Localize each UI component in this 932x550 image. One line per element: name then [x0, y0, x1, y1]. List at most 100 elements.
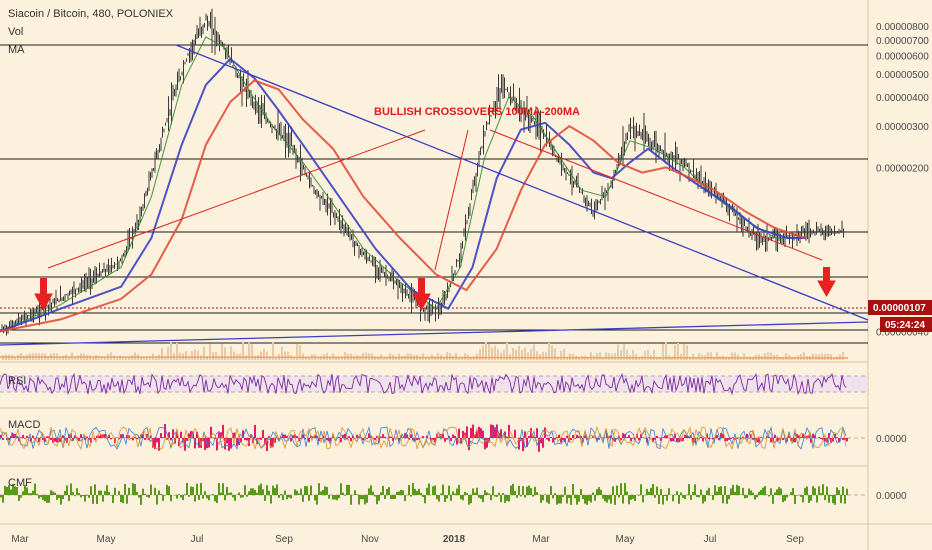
volume-bar	[527, 352, 529, 360]
cmf-bar	[442, 484, 444, 495]
rsi-legend[interactable]: RSI	[8, 375, 26, 387]
cmf-bar	[60, 495, 62, 505]
price-tag: 0.00000107	[868, 300, 932, 315]
volume-bar	[461, 356, 463, 360]
macd-bar	[228, 438, 230, 451]
macd-bar	[108, 434, 110, 438]
macd-bar	[74, 435, 76, 438]
macd-bar	[794, 438, 796, 443]
cmf-bar	[668, 488, 670, 495]
macd-bar	[500, 429, 502, 438]
cmf-bar	[722, 495, 724, 504]
cmf-bar	[62, 495, 64, 500]
volume-bar	[362, 353, 364, 360]
macd-line-1	[0, 425, 847, 450]
cmf-bar	[424, 495, 426, 504]
volume-bar	[470, 357, 472, 360]
macd-bar	[284, 434, 286, 438]
macd-bar	[326, 438, 328, 441]
volume-bar	[623, 343, 625, 360]
macd-bar	[828, 433, 830, 438]
cmf-bar	[590, 495, 592, 503]
cmf-bar	[154, 487, 156, 495]
volume-bar	[92, 357, 94, 360]
trendlines[interactable]	[0, 44, 869, 346]
macd-bar	[230, 438, 232, 449]
annotation-line-3[interactable]	[489, 129, 823, 261]
volume-bar	[170, 342, 172, 360]
volume-bar	[269, 356, 271, 360]
cmf-bar	[422, 495, 424, 497]
macd-bar	[822, 438, 824, 440]
cmf-bar	[816, 495, 818, 503]
volume-bar	[344, 352, 346, 360]
cmf-bar	[10, 489, 12, 495]
volume-bar	[233, 351, 235, 360]
cmf-bar	[344, 495, 346, 496]
cmf-bar	[176, 495, 178, 499]
volume-bar	[632, 349, 634, 360]
macd-bar	[740, 438, 742, 440]
macd-bar	[406, 434, 408, 438]
cmf-bar	[728, 495, 730, 500]
cmf-bar	[786, 495, 788, 498]
macd-bar	[204, 438, 206, 451]
cmf-bar	[306, 486, 308, 495]
volume-bar	[518, 345, 520, 360]
cmf-bar	[804, 487, 806, 495]
volume-legend[interactable]: Vol	[8, 26, 23, 38]
annotation-line-2[interactable]	[434, 129, 469, 271]
cmf-legend[interactable]: CMF	[8, 477, 32, 489]
cmf-bar	[168, 486, 170, 495]
cmf-bar	[90, 486, 92, 495]
cmf-bar	[310, 485, 312, 495]
macd-bar	[686, 435, 688, 438]
macd-series	[0, 424, 848, 452]
price-axis[interactable]: 0.00000800 0.00000700 0.00000600 0.00000500…	[876, 22, 929, 338]
macd-bar	[692, 438, 694, 443]
cmf-bar	[532, 495, 534, 497]
macd-bar	[570, 438, 572, 441]
macd-legend[interactable]: MACD	[8, 419, 40, 431]
annotation-line-1[interactable]	[47, 129, 426, 269]
volume-bar	[662, 343, 664, 360]
volume-bar	[689, 357, 691, 360]
cmf-bar	[142, 488, 144, 495]
volume-bar	[608, 353, 610, 360]
ma-line-2	[0, 79, 806, 333]
macd-bar	[434, 438, 436, 443]
cmf-bar	[106, 485, 108, 495]
trendline-descending[interactable]	[175, 44, 869, 321]
arrow-down-icon	[34, 278, 53, 312]
volume-bar	[287, 351, 289, 360]
macd-bar	[486, 438, 488, 448]
trendline-support[interactable]	[0, 321, 869, 346]
cmf-bar	[196, 483, 198, 495]
volume-bar	[617, 344, 619, 360]
cmf-bar	[240, 495, 242, 498]
ma-legend[interactable]: MA	[8, 44, 25, 56]
macd-bar	[198, 438, 200, 448]
price-tick-label: 0.00000300	[876, 122, 929, 133]
volume-bar	[716, 352, 718, 360]
cmf-bar	[510, 485, 512, 495]
cmf-bar	[622, 495, 624, 504]
macd-bar	[716, 435, 718, 438]
macd-bar	[800, 437, 802, 438]
cmf-bar	[742, 487, 744, 495]
cmf-bar	[14, 486, 16, 495]
cmf-bar	[584, 495, 586, 504]
cmf-bar	[418, 488, 420, 495]
macd-bar	[552, 438, 554, 443]
volume-bar	[446, 352, 448, 360]
macd-bar	[640, 434, 642, 438]
cmf-bar	[198, 495, 200, 500]
cmf-bar	[374, 495, 376, 497]
cmf-bar	[190, 486, 192, 495]
time-axis[interactable]: Mar May Jul Sep Nov 2018 Mar May Jul Sep	[11, 534, 804, 545]
cmf-bar	[370, 485, 372, 495]
cmf-bar	[0, 495, 2, 498]
volume-bar	[566, 357, 568, 360]
